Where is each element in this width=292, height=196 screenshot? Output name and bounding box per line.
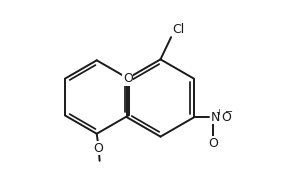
Text: O: O [208, 137, 218, 150]
Text: O: O [94, 142, 104, 155]
Text: O: O [221, 111, 231, 124]
Text: O: O [123, 72, 133, 85]
Text: Cl: Cl [172, 23, 184, 36]
Text: +: + [215, 108, 222, 117]
Text: N: N [211, 111, 220, 124]
Text: −: − [225, 107, 233, 117]
